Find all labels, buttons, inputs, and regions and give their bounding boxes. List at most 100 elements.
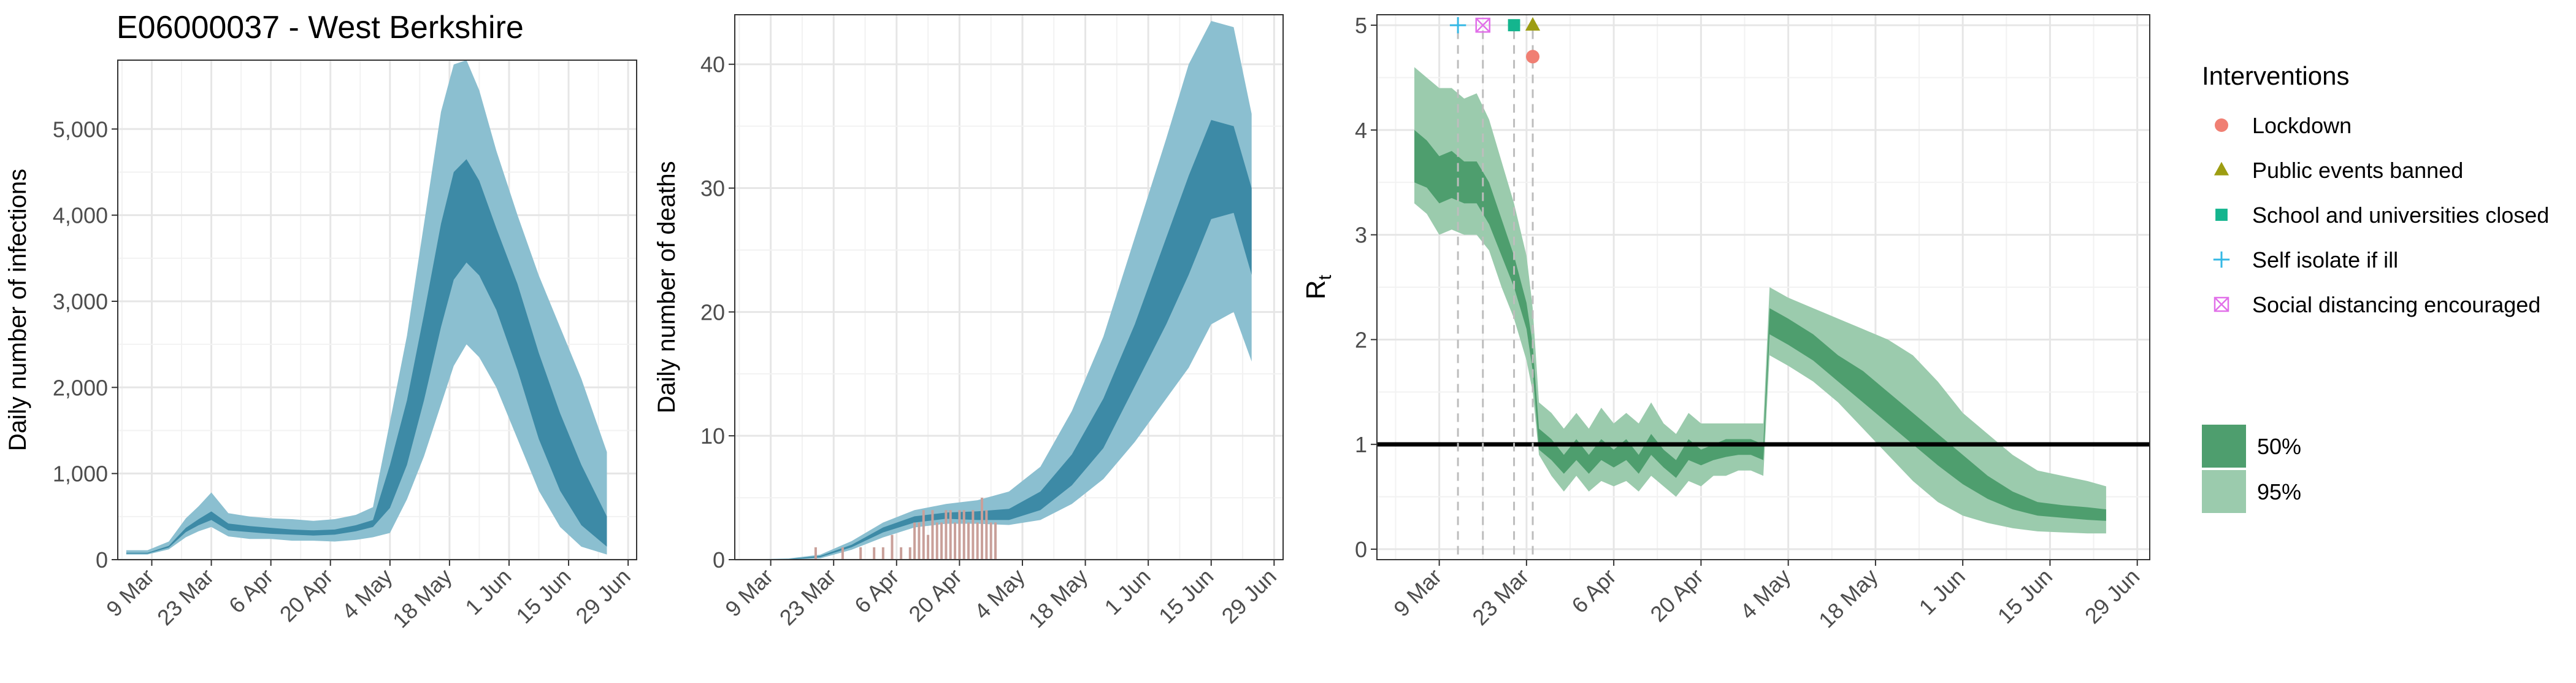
band-50 [126,159,607,554]
band-50 [743,120,1252,560]
box-cross [1475,18,1490,33]
observed-death-bar [981,498,984,560]
marker-school-and-universities-closed [2215,209,2228,221]
x-tick-label: 6 Apr [849,564,903,618]
rt-y-axis-label-main: R [1301,280,1331,299]
legend-band-swatch [2202,470,2246,513]
rt-panel: 0 1 2 3 4 5 9 Mar 23 Mar 6 Apr 20 Apr 4 May 18 May… [1301,13,2150,633]
rt-plot-border [1376,14,2150,560]
x-tick-label: 23 Mar [152,564,218,630]
observed-death-bar [900,547,903,560]
observed-death-bar [954,522,957,560]
deaths-bands [743,21,1252,560]
box-outline [2214,296,2229,312]
marker-lockdown [2215,118,2228,132]
y-tick-label: 30 [700,176,725,201]
observed-death-bar [841,547,844,560]
x-tick-label: 20 Apr [903,564,967,627]
observed-death-bar [989,522,992,560]
y-tick-label: 3,000 [53,289,108,314]
marker-lockdown [1526,50,1540,64]
observed-death-bar [908,547,911,560]
marker-self-isolate-if-ill [2213,251,2230,268]
rt-bands [1414,67,2106,534]
x-tick-label: 4 May [969,564,1029,624]
observed-death-bar [949,510,952,560]
observed-death-bar [935,522,938,560]
y-tick-label: 5 [1355,13,1367,38]
rt-y-ticks: 0 1 2 3 4 5 [1355,13,1377,562]
x-tick-label: 18 May [1024,564,1092,633]
marker-self-isolate-if-ill [1449,17,1466,34]
band-95 [126,60,607,555]
observed-death-bar [945,510,948,560]
observed-death-bar [814,547,817,560]
x-tick-label: 23 Mar [1467,564,1533,630]
legend: Interventions Lockdown Public events bann… [2202,61,2549,513]
marker-public-events-banned [1525,17,1541,31]
x-tick-label: 15 Jun [1993,564,2057,628]
observed-death-bar [976,522,979,560]
observed-death-bar [918,522,921,560]
figure-title: E06000037 - West Berkshire [117,10,524,45]
legend-band-label: 95% [2257,479,2301,504]
y-tick-label: 4,000 [53,203,108,228]
rt-intervention-markers [1449,17,1541,560]
legend-band-label: 50% [2257,434,2301,459]
x-tick-label: 9 Mar [101,564,159,622]
observed-death-bar [931,510,934,560]
y-tick-label: 0 [713,547,725,573]
y-tick-label: 0 [96,547,108,573]
band-95 [1414,67,2106,534]
legend-interventions-title: Interventions [2202,61,2349,90]
marker-social-distancing-encouraged [1475,17,1490,33]
y-tick-label: 2 [1355,327,1367,352]
legend-band-swatch [2202,425,2246,468]
observed-death-bar [985,510,988,560]
y-tick-label: 5,000 [53,117,108,142]
observed-death-bar [922,510,925,560]
x-tick-label: 29 Jun [570,564,635,628]
observed-death-bar [927,534,930,560]
x-tick-label: 20 Apr [275,564,338,627]
y-tick-label: 2,000 [53,375,108,400]
observed-death-bar [967,522,970,560]
x-tick-label: 9 Mar [1389,564,1446,622]
infections-bands [126,60,607,555]
x-tick-label: 29 Jun [1217,564,1281,628]
x-tick-label: 20 Apr [1645,564,1708,627]
legend-intervention-label: Public events banned [2252,158,2463,183]
infections-y-axis-label: Daily number of infections [4,169,31,451]
y-tick-label: 1 [1355,432,1367,457]
x-tick-label: 18 May [1814,564,1882,633]
x-tick-label: 9 Mar [720,564,778,622]
observed-death-bar [881,547,884,560]
legend-intervention-label: Self isolate if ill [2252,247,2398,272]
legend-intervention-label: Social distancing encouraged [2252,292,2540,317]
x-tick-label: 6 Apr [1566,564,1620,618]
rt-y-axis-label-subscript: t [1315,274,1335,280]
deaths-y-axis-label: Daily number of deaths [653,161,680,413]
observed-death-bar [873,547,876,560]
x-tick-label: 23 Mar [775,564,841,630]
y-tick-label: 3 [1355,223,1367,248]
y-tick-label: 1,000 [53,461,108,487]
legend-intervention-label: Lockdown [2252,113,2352,138]
box-outline [1475,17,1490,33]
observed-death-bar [940,522,943,560]
marker-public-events-banned [2214,161,2229,176]
observed-death-bar [958,510,961,560]
y-tick-label: 0 [1355,537,1367,562]
band-95 [743,21,1252,560]
observed-death-bar [913,522,916,560]
marker-school-and-universities-closed [1508,19,1520,31]
x-tick-label: 6 Apr [224,564,278,618]
observed-death-bar [972,510,975,560]
y-tick-label: 40 [700,52,725,77]
rt-y-axis-label: Rt [1301,274,1335,299]
